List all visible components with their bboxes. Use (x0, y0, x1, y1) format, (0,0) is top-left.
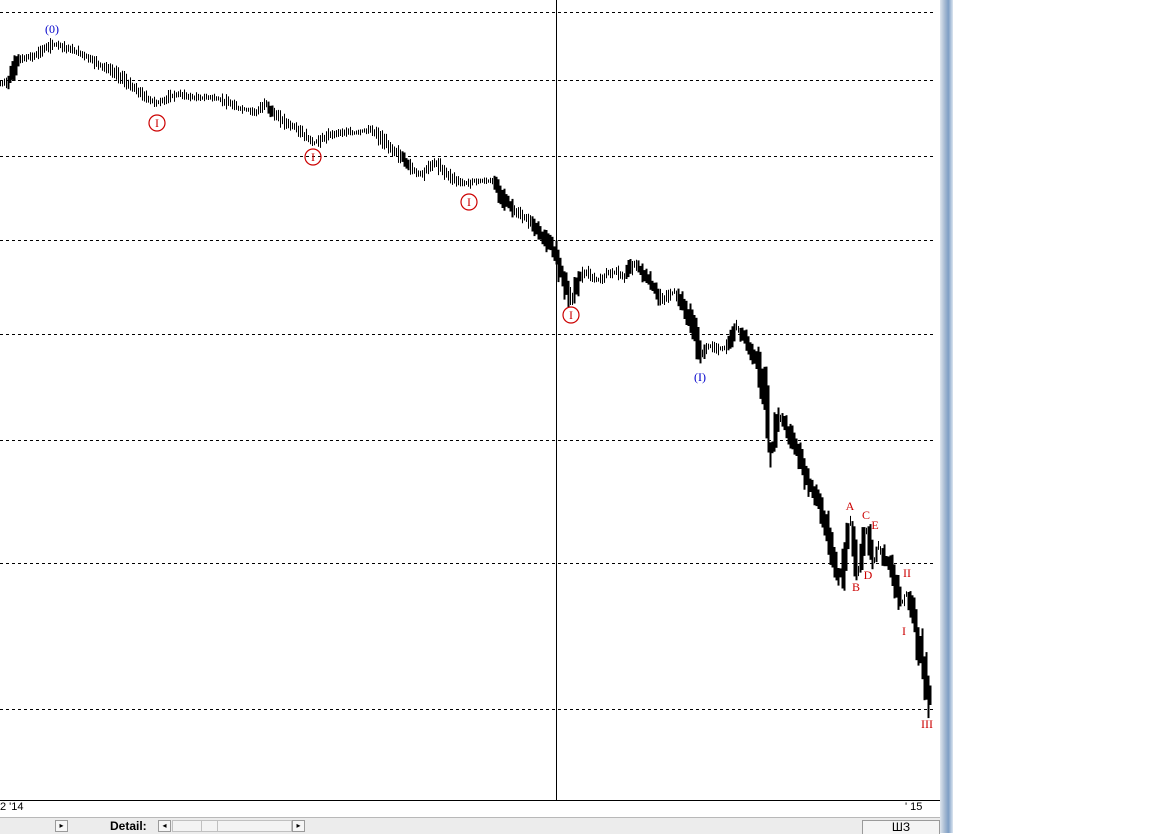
wave-label[interactable]: I (902, 624, 906, 638)
splitter-bar[interactable] (940, 0, 953, 833)
side-panel (953, 0, 1152, 833)
slider-tick (201, 821, 202, 831)
wave-label-circle (460, 193, 478, 211)
date-axis: 2 '14 ' 15 (0, 800, 940, 818)
wave-label[interactable]: I (155, 116, 159, 130)
wave-label[interactable]: (I) (694, 370, 706, 384)
detail-right-arrow-icon[interactable]: ▸ (292, 820, 305, 832)
wave-label-circle (148, 114, 166, 132)
wave-label[interactable]: C (862, 508, 870, 522)
wave-label-circle (304, 148, 322, 166)
chart-plot-area[interactable]: (0) I I I I (I) A C E B D II I III (0, 0, 940, 800)
wave-label[interactable]: I (467, 195, 471, 209)
wave-label[interactable]: D (864, 568, 873, 582)
date-tick-end: ' 15 (905, 801, 923, 813)
detail-label: Detail: (110, 819, 147, 833)
wave-label[interactable]: I (311, 150, 315, 164)
wave-label[interactable]: II (903, 566, 911, 580)
price-bars (0, 38, 932, 719)
wave-label[interactable]: I (569, 308, 573, 322)
wave-label[interactable]: E (871, 518, 878, 532)
slider-tick (217, 821, 218, 831)
wave-label[interactable]: III (921, 717, 933, 731)
date-tick-start: 2 '14 (0, 801, 24, 813)
wave-label[interactable]: A (846, 499, 855, 513)
wave-label[interactable]: B (852, 580, 860, 594)
grid-lines (0, 12, 933, 710)
detail-slider[interactable] (172, 820, 292, 832)
scroll-right-arrow-icon[interactable]: ▸ (55, 820, 68, 832)
bottom-toolbar: ▸ Detail: ◂ ▸ ШЗ (0, 817, 940, 834)
wave-label[interactable]: (0) (45, 22, 59, 36)
panel-tab[interactable]: ШЗ (862, 820, 940, 834)
wave-label-circle (562, 306, 580, 324)
detail-left-arrow-icon[interactable]: ◂ (158, 820, 171, 832)
